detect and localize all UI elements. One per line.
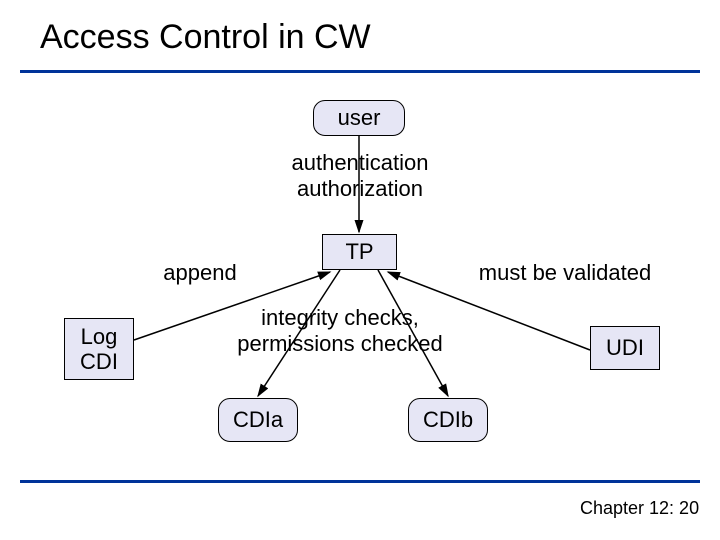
label-integrity: integrity checks, permissions checked	[210, 305, 470, 357]
node-tp-label: TP	[345, 239, 373, 265]
rule-bottom	[20, 480, 700, 483]
label-integrity-line2: permissions checked	[210, 331, 470, 357]
node-udi: UDI	[590, 326, 660, 370]
node-log-line2: CDI	[80, 349, 118, 374]
node-tp: TP	[322, 234, 397, 270]
node-log: Log CDI	[64, 318, 134, 380]
label-validated: must be validated	[450, 260, 680, 286]
label-auth-line2: authorization	[270, 176, 450, 202]
node-udi-label: UDI	[606, 335, 644, 361]
label-integrity-line1: integrity checks,	[210, 305, 470, 331]
node-user: user	[313, 100, 405, 136]
label-auth: authentication authorization	[270, 150, 450, 202]
page-title: Access Control in CW	[40, 18, 371, 57]
label-append: append	[150, 260, 250, 286]
node-log-line1: Log	[80, 324, 118, 349]
node-cdia: CDIa	[218, 398, 298, 442]
footer-text: Chapter 12: 20	[580, 498, 699, 519]
rule-top	[20, 70, 700, 73]
node-cdia-label: CDIa	[233, 407, 283, 433]
node-cdib: CDIb	[408, 398, 488, 442]
node-cdib-label: CDIb	[423, 407, 473, 433]
label-auth-line1: authentication	[270, 150, 450, 176]
node-user-label: user	[338, 105, 381, 131]
